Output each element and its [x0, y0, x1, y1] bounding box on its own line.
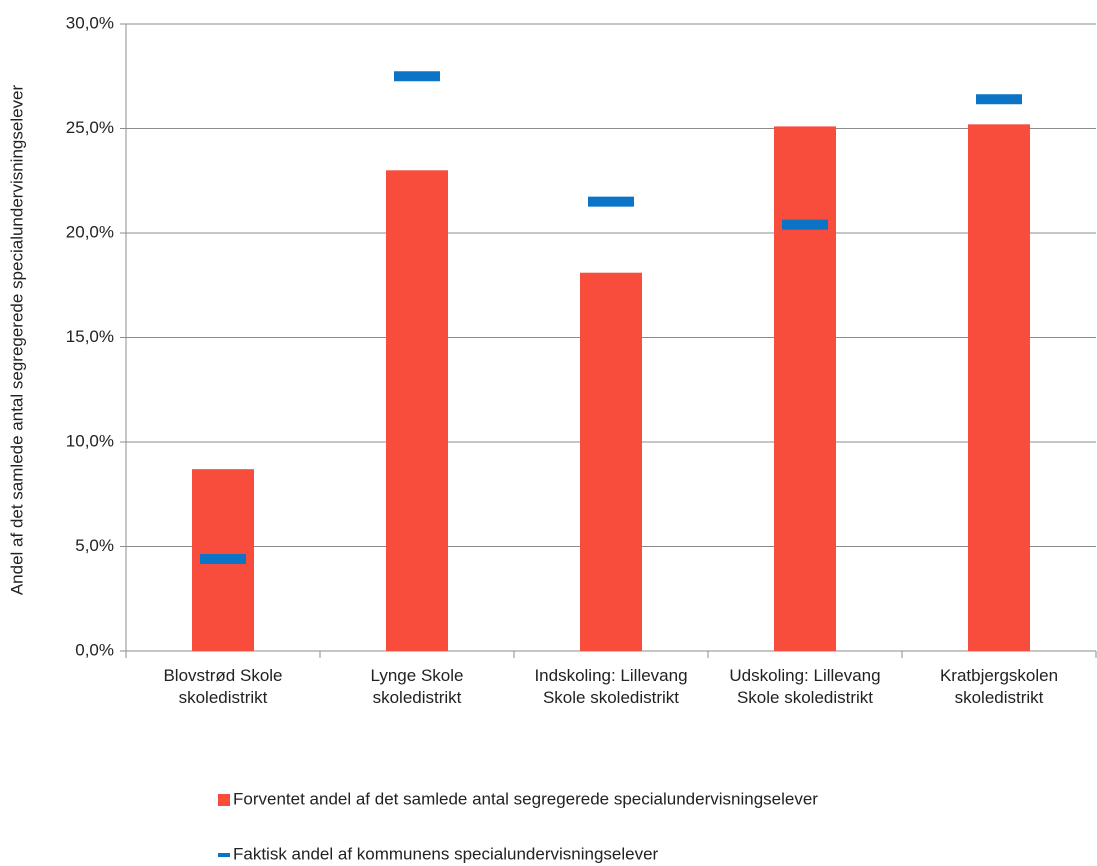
legend-label: Forventet andel af det samlede antal seg…: [233, 789, 818, 808]
marker: [200, 554, 246, 565]
bar: [968, 124, 1030, 651]
bar: [774, 126, 836, 651]
x-tick-label: Blovstrød Skole skoledistrikt: [163, 666, 283, 707]
y-tick-label: 10,0%: [66, 431, 114, 450]
bar: [580, 272, 642, 651]
x-tick-label: Indskoling: Lillevang Skole skoledistrik…: [534, 666, 688, 707]
x-tick-label: Kratbjergskolen skoledistrikt: [939, 666, 1059, 707]
y-tick-label: 5,0%: [75, 536, 114, 555]
y-axis-label: Andel af det samlede antal segregerede s…: [7, 85, 26, 596]
legend-swatch: [218, 794, 230, 806]
marker: [976, 94, 1022, 105]
legend-label: Faktisk andel af kommunens specialunderv…: [233, 844, 659, 863]
legend-swatch: [218, 853, 230, 857]
marker: [588, 196, 634, 207]
y-tick-label: 0,0%: [75, 640, 114, 659]
y-tick-label: 20,0%: [66, 222, 114, 241]
x-tick-label: Udskoling: Lillevang Skole skoledistrikt: [729, 666, 881, 707]
y-tick-label: 30,0%: [66, 13, 114, 32]
bar: [386, 170, 448, 652]
y-tick-label: 15,0%: [66, 327, 114, 346]
x-tick-label: Lynge Skole skoledistrikt: [370, 666, 464, 707]
marker: [394, 71, 440, 82]
y-tick-label: 25,0%: [66, 118, 114, 137]
marker: [782, 219, 828, 230]
